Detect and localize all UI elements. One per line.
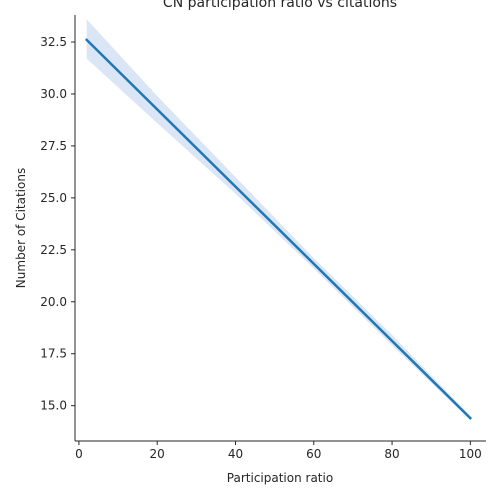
regression-line-layer	[84, 38, 473, 420]
x-tick-label: 20	[150, 447, 165, 461]
y-tick-label: 30.0	[40, 87, 67, 101]
y-axis-label: Number of Citations	[14, 168, 28, 288]
x-axis-label: Participation ratio	[227, 471, 333, 485]
x-tick-label: 80	[384, 447, 399, 461]
y-tick-label: 20.0	[40, 295, 67, 309]
x-tick-label: 60	[306, 447, 321, 461]
y-tick-label: 25.0	[40, 191, 67, 205]
x-tick-label: 100	[459, 447, 482, 461]
y-tick-label: 22.5	[40, 243, 67, 257]
x-tick-label: 0	[75, 447, 83, 461]
chart-title: CN participation ratio vs citations	[163, 0, 397, 11]
regression-line	[84, 38, 473, 420]
y-tick-label: 27.5	[40, 139, 67, 153]
y-tick-label: 15.0	[40, 399, 67, 413]
y-axis-ticks: 15.0 17.5 20.0 22.5 25.0 27.5 30.0 32.5	[40, 35, 75, 413]
confidence-band-layer	[86, 19, 471, 421]
x-axis-ticks: 0 20 40 60 80 100	[75, 441, 482, 461]
confidence-band	[86, 19, 471, 421]
x-tick-label: 40	[228, 447, 243, 461]
y-tick-label: 32.5	[40, 35, 67, 49]
y-tick-label: 17.5	[40, 347, 67, 361]
